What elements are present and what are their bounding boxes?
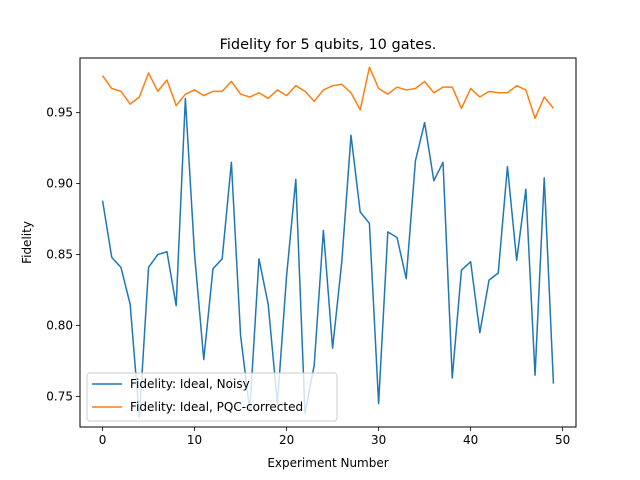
x-tick-label: 10 — [187, 433, 202, 447]
legend-box — [86, 372, 338, 422]
y-axis: 0.75 0.80 0.85 0.90 0.95 — [46, 106, 80, 403]
y-tick-label: 0.95 — [46, 106, 73, 120]
y-tick-label: 0.75 — [46, 389, 73, 403]
y-tick-label: 0.90 — [46, 177, 73, 191]
legend: Fidelity: Ideal, Noisy Fidelity: Ideal, … — [86, 372, 338, 422]
series-line-noisy — [101, 97, 555, 419]
x-axis: 0 10 20 30 40 50 — [99, 427, 570, 447]
y-tick-label: 0.80 — [46, 319, 73, 333]
y-tick-label: 0.85 — [46, 248, 73, 262]
x-tick-label: 20 — [279, 433, 294, 447]
series-line-pqc — [101, 66, 555, 120]
series-layer — [101, 66, 555, 419]
legend-label-pqc: Fidelity: Ideal, PQC-corrected — [130, 400, 303, 414]
chart-title: Fidelity for 5 qubits, 10 gates. — [220, 37, 437, 53]
plot-frame — [79, 57, 577, 428]
x-tick-label: 40 — [463, 433, 478, 447]
x-tick-label: 0 — [99, 433, 107, 447]
x-axis-label: Experiment Number — [267, 456, 388, 470]
y-axis-label: Fidelity — [20, 221, 34, 264]
x-tick-label: 30 — [371, 433, 386, 447]
x-tick-label: 50 — [555, 433, 570, 447]
legend-label-noisy: Fidelity: Ideal, Noisy — [130, 377, 250, 391]
